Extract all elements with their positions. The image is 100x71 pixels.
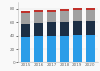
Bar: [60, 9, 69, 11]
Bar: [21, 37, 30, 62]
Bar: [60, 11, 69, 22]
Bar: [34, 10, 43, 12]
Bar: [73, 10, 82, 21]
Bar: [73, 35, 82, 62]
Bar: [86, 8, 95, 10]
Bar: [86, 21, 95, 35]
Bar: [47, 22, 56, 36]
Bar: [86, 10, 95, 21]
Bar: [21, 24, 30, 37]
Bar: [21, 11, 30, 13]
Bar: [21, 13, 30, 24]
Bar: [47, 36, 56, 62]
Bar: [86, 35, 95, 62]
Bar: [73, 8, 82, 10]
Bar: [34, 23, 43, 36]
Bar: [34, 12, 43, 23]
Bar: [73, 21, 82, 35]
Bar: [60, 36, 69, 62]
Bar: [34, 36, 43, 62]
Bar: [60, 22, 69, 36]
Bar: [47, 10, 56, 12]
Bar: [47, 12, 56, 22]
